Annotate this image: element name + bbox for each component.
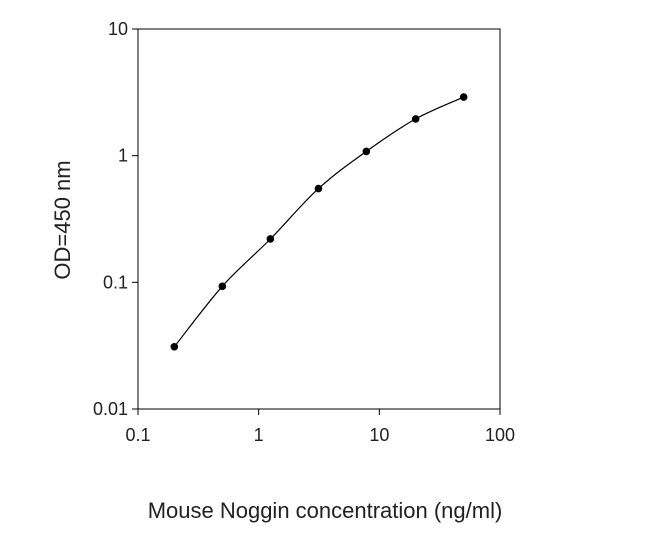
x-tick-label: 0.1	[125, 425, 150, 445]
data-points	[170, 93, 468, 351]
y-axis: 0.01 0.1 1 10	[93, 19, 138, 419]
data-point	[411, 115, 420, 123]
y-axis-title: OD=450 nm	[50, 160, 75, 279]
x-tick-label: 100	[485, 425, 515, 445]
y-tick-label: 0.1	[103, 272, 128, 292]
data-point	[362, 147, 371, 156]
data-point	[170, 342, 179, 351]
y-tick-label: 10	[108, 19, 128, 39]
y-tick-label: 0.01	[93, 399, 128, 419]
data-point	[266, 235, 275, 243]
plot-frame	[137, 28, 501, 410]
data-point	[314, 184, 323, 193]
y-tick-label: 1	[118, 146, 128, 166]
x-axis-title: Mouse Noggin concentration (ng/ml)	[148, 498, 503, 523]
data-point	[459, 93, 468, 101]
series-line	[173, 96, 464, 348]
x-tick-label: 1	[254, 425, 264, 445]
data-point	[218, 282, 227, 291]
x-tick-label: 10	[369, 425, 389, 445]
x-axis: 0.1 1 10 100	[125, 409, 515, 445]
